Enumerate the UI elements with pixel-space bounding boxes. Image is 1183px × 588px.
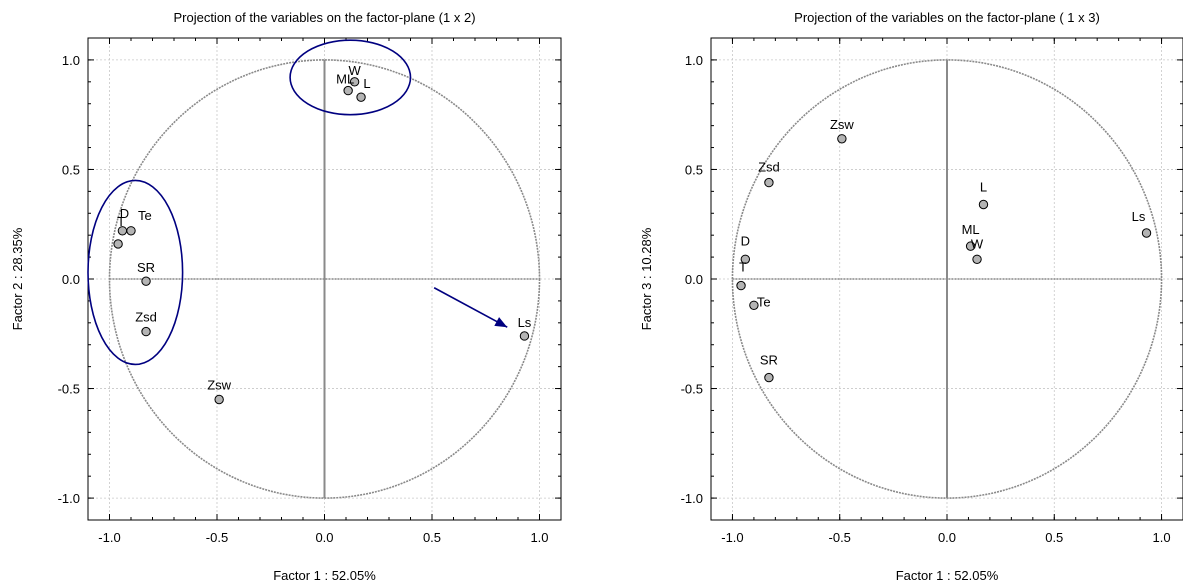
point-label: Zsw: [207, 378, 231, 393]
data-point: [749, 300, 759, 310]
y-tick-label: -1.0: [58, 491, 80, 506]
point-label: Ls: [1132, 209, 1146, 224]
y-tick-label: 1.0: [685, 53, 703, 68]
x-tick-label: -0.5: [206, 530, 228, 545]
point-label: W: [971, 236, 984, 251]
point-label: Zsw: [830, 117, 854, 132]
y-tick-label: 0.0: [685, 272, 703, 287]
x-tick-label: -1.0: [98, 530, 120, 545]
data-point: [343, 85, 353, 96]
data-point: [837, 134, 847, 144]
data-point: [113, 239, 123, 249]
point-label: T: [739, 260, 747, 275]
chart-title: Projection of the variables on the facto…: [173, 10, 475, 25]
highlight-ellipse: [87, 179, 184, 366]
data-point: [736, 280, 746, 291]
data-point: [1141, 228, 1152, 238]
point-label: T: [117, 214, 125, 229]
point-label: Ls: [518, 315, 532, 330]
point-label: Te: [757, 294, 771, 309]
y-tick-label: -0.5: [681, 382, 703, 397]
y-axis-label: Factor 3 : 10.28%: [639, 227, 654, 330]
arrow-line: [433, 287, 508, 328]
point-label: W: [348, 63, 361, 78]
y-tick-label: 0.0: [62, 272, 80, 287]
data-point: [141, 326, 151, 337]
data-point: [141, 276, 151, 286]
point-label: SR: [760, 353, 778, 368]
y-tick-label: 0.5: [62, 162, 80, 177]
x-tick-label: 0.5: [1045, 530, 1063, 545]
data-point: [356, 92, 366, 102]
data-point: [965, 241, 976, 251]
data-point: [972, 254, 982, 264]
x-tick-label: -1.0: [721, 530, 743, 545]
point-label: ML: [336, 72, 354, 87]
chart-2: Projection of the variables on the facto…: [639, 10, 1183, 583]
y-tick-label: 1.0: [62, 53, 80, 68]
x-tick-label: 0.5: [423, 530, 441, 545]
data-point: [126, 226, 136, 236]
point-label: Zsd: [758, 160, 780, 175]
data-point: [764, 372, 774, 383]
data-point: [349, 77, 360, 87]
point-label: D: [120, 206, 129, 221]
x-tick-label: -0.5: [829, 530, 851, 545]
y-tick-label: 0.5: [685, 162, 703, 177]
x-tick-label: 1.0: [530, 530, 548, 545]
data-point: [214, 394, 224, 405]
chart-1: Projection of the variables on the facto…: [10, 10, 562, 583]
point-label: ML: [962, 222, 980, 237]
x-axis-label: Factor 1 : 52.05%: [896, 568, 999, 583]
arrow-head: [494, 317, 508, 328]
x-tick-label: 0.0: [938, 530, 956, 545]
x-tick-label: 1.0: [1153, 530, 1171, 545]
data-point: [519, 331, 530, 341]
point-label: L: [363, 76, 370, 91]
y-axis-label: Factor 2 : 28.35%: [10, 227, 25, 330]
chart-title: Projection of the variables on the facto…: [794, 10, 1100, 25]
highlight-ellipse: [289, 39, 412, 116]
x-axis-label: Factor 1 : 52.05%: [273, 568, 376, 583]
data-point: [978, 199, 989, 210]
point-label: D: [741, 233, 750, 248]
x-tick-label: 0.0: [315, 530, 333, 545]
data-point: [764, 177, 774, 188]
point-label: Zsd: [135, 310, 157, 325]
point-label: L: [980, 180, 987, 195]
point-label: Te: [138, 208, 152, 223]
y-tick-label: -0.5: [58, 382, 80, 397]
y-tick-label: -1.0: [681, 491, 703, 506]
point-label: SR: [137, 260, 155, 275]
data-point: [740, 254, 751, 264]
